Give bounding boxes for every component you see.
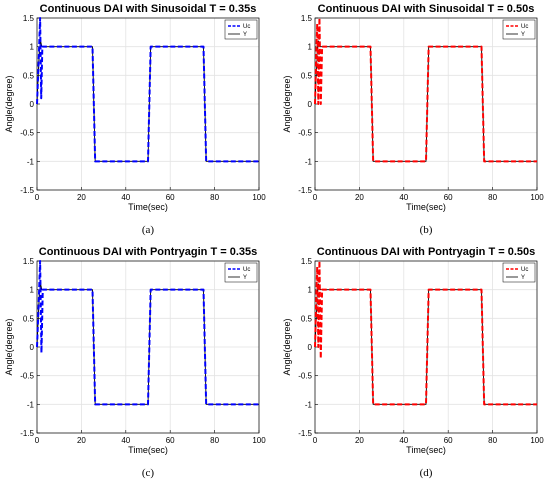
legend-label: Y [521,275,525,281]
chart-panel: 0 20 40 60 80 100 -1.5 -1 -0.5 0 0.5 1 1.5 Uc Y Continu… [4,246,266,479]
x-tick-label: 40 [121,193,130,202]
y-tick-label: 1.5 [23,14,35,23]
x-tick-label: 60 [166,436,175,445]
x-tick-label: 20 [77,436,86,445]
y-tick-label: -1.5 [298,429,312,438]
y-tick-label: -1.5 [298,186,312,195]
chart-panel: 0 20 40 60 80 100 -1.5 -1 -0.5 0 0.5 1 1.5 Uc Y Continu… [4,3,266,236]
y-tick-label: 0.5 [301,314,313,323]
y-tick-label: 0.5 [23,314,35,323]
y-axis-label: Angle(degree) [4,75,14,132]
y-tick-label: -0.5 [20,129,34,138]
legend-label: Y [521,32,525,38]
y-tick-label: -0.5 [20,372,34,381]
y-tick-label: 0 [30,343,35,352]
y-tick-label: -1.5 [20,429,34,438]
series-line-uc [36,17,259,163]
chart-title: Continuous DAI with Pontryagin T = 0.50s [317,246,536,258]
y-tick-label: 1.5 [301,14,313,23]
y-tick-label: -1 [27,157,35,166]
panel-caption: (c) [142,467,155,479]
y-tick-label: 1.5 [23,257,35,266]
y-tick-label: 1 [30,43,35,52]
x-tick-label: 0 [35,436,40,445]
y-tick-label: -1.5 [20,186,34,195]
x-tick-label: 80 [210,436,219,445]
y-tick-label: -1 [27,400,35,409]
x-axis-label: Time(sec) [128,445,168,455]
legend-box [224,262,258,283]
y-tick-label: 0.5 [301,71,313,80]
series-line-uc [314,17,537,163]
panel-caption: (b) [420,224,433,236]
legend-label: Y [243,32,247,38]
y-tick-label: 1 [30,286,35,295]
series-line-uc [36,260,259,406]
legend-box [502,262,536,283]
legend-box [502,19,536,40]
legend-label: Y [243,275,247,281]
x-tick-label: 80 [488,436,497,445]
panel-caption: (d) [420,467,433,479]
y-tick-label: 0 [30,100,35,109]
x-axis-label: Time(sec) [406,202,446,212]
y-tick-label: 1 [308,286,313,295]
legend-box [224,19,258,40]
x-tick-label: 20 [77,193,86,202]
legend-label: Uc [243,267,250,273]
x-tick-label: 0 [35,193,40,202]
legend-label: Uc [521,267,528,273]
x-axis-label: Time(sec) [128,202,168,212]
x-tick-label: 100 [530,436,544,445]
y-tick-label: -1 [305,400,313,409]
y-axis-label: Angle(degree) [282,318,292,375]
y-tick-label: 1.5 [301,257,313,266]
x-tick-label: 100 [530,193,544,202]
chart-title: Continuous DAI with Sinusoidal T = 0.50s [318,3,535,15]
x-tick-label: 60 [444,193,453,202]
chart-panel: 0 20 40 60 80 100 -1.5 -1 -0.5 0 0.5 1 1.5 Uc Y Continu… [282,3,544,236]
x-tick-label: 40 [121,436,130,445]
x-tick-label: 20 [355,193,364,202]
y-tick-label: 0 [308,100,313,109]
x-tick-label: 40 [399,436,408,445]
x-tick-label: 0 [313,436,318,445]
series-line-uc [314,260,537,406]
chart-title: Continuous DAI with Sinusoidal T = 0.35s [40,3,257,15]
x-tick-label: 40 [399,193,408,202]
x-axis-label: Time(sec) [406,445,446,455]
y-tick-label: -0.5 [298,129,312,138]
x-tick-label: 100 [252,436,266,445]
x-tick-label: 20 [355,436,364,445]
y-tick-label: 1 [308,43,313,52]
chart-panel: 0 20 40 60 80 100 -1.5 -1 -0.5 0 0.5 1 1.5 Uc Y Continu… [282,246,544,479]
y-tick-label: -1 [305,157,313,166]
chart-title: Continuous DAI with Pontryagin T = 0.35s [39,246,258,258]
panel-caption: (a) [142,224,155,236]
y-axis-label: Angle(degree) [4,318,14,375]
y-axis-label: Angle(degree) [282,75,292,132]
x-tick-label: 60 [444,436,453,445]
y-tick-label: 0 [308,343,313,352]
y-tick-label: -0.5 [298,372,312,381]
x-tick-label: 0 [313,193,318,202]
x-tick-label: 100 [252,193,266,202]
x-tick-label: 80 [210,193,219,202]
x-tick-label: 60 [166,193,175,202]
y-tick-label: 0.5 [23,71,35,80]
legend-label: Uc [521,24,528,30]
legend-label: Uc [243,24,250,30]
x-tick-label: 80 [488,193,497,202]
